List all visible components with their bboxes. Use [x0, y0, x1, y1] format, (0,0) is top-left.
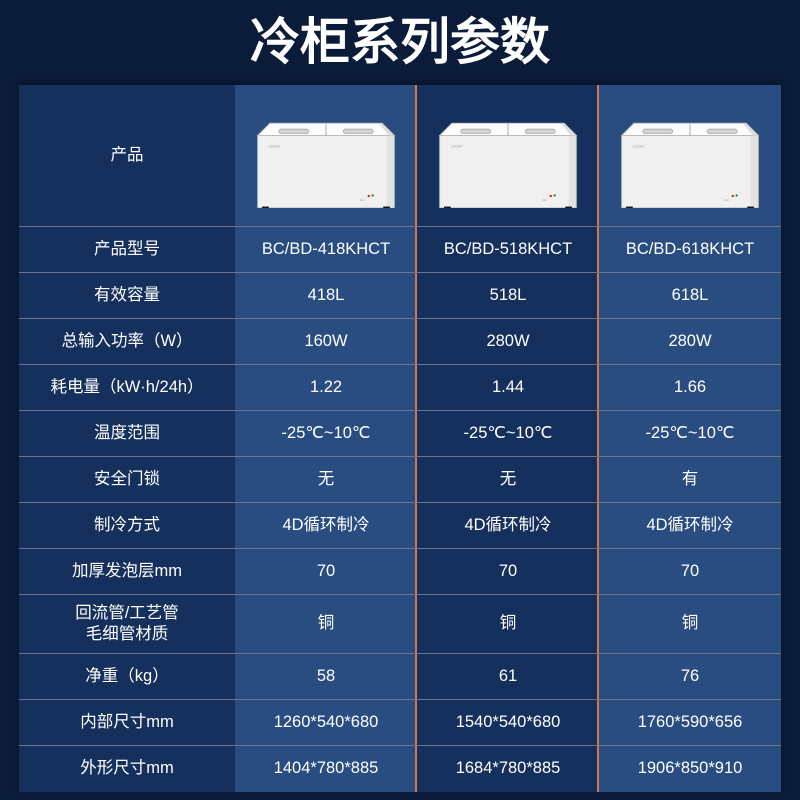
svg-text:info: info	[542, 198, 547, 202]
svg-text:LOGO: LOGO	[269, 144, 281, 149]
svg-text:info: info	[724, 198, 729, 202]
svg-text:LOGO: LOGO	[451, 144, 463, 149]
svg-text:LOGO: LOGO	[633, 144, 645, 149]
svg-text:info: info	[360, 198, 365, 202]
